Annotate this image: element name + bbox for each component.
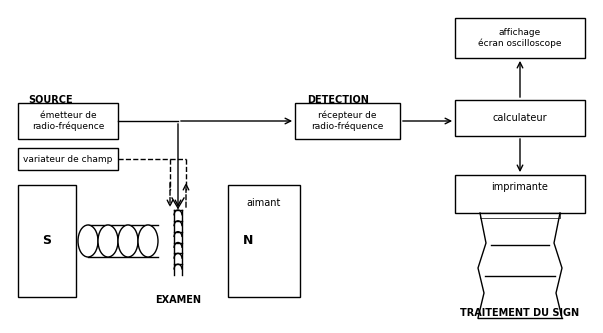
Text: récepteur de
radio-fréquence: récepteur de radio-fréquence [311, 111, 384, 131]
Text: S: S [42, 234, 51, 247]
Bar [228, 185, 300, 297]
Text: N: N [243, 234, 253, 247]
Text: calculateur: calculateur [493, 113, 548, 123]
Bar [455, 175, 585, 213]
Bar [295, 103, 400, 139]
Text: variateur de champ: variateur de champ [24, 155, 113, 164]
Text: émetteur de
radio-fréquence: émetteur de radio-fréquence [32, 111, 104, 131]
Text: EXAMEN: EXAMEN [155, 295, 201, 305]
Ellipse shape [98, 225, 118, 257]
Text: aimant: aimant [247, 198, 281, 208]
Text: SOURCE: SOURCE [28, 95, 72, 105]
Text: imprimante: imprimante [491, 182, 549, 192]
Text: DETECTION: DETECTION [307, 95, 369, 105]
Text: TRAITEMENT DU SIGN: TRAITEMENT DU SIGN [461, 308, 579, 318]
Text: affichage
écran oscilloscope: affichage écran oscilloscope [478, 28, 562, 48]
Bar [18, 103, 118, 139]
Ellipse shape [78, 225, 98, 257]
Bar [480, 213, 560, 218]
Bar [455, 100, 585, 136]
Ellipse shape [118, 225, 138, 257]
Bar [18, 148, 118, 170]
Bar [455, 18, 585, 58]
Bar [18, 185, 76, 297]
Ellipse shape [138, 225, 158, 257]
